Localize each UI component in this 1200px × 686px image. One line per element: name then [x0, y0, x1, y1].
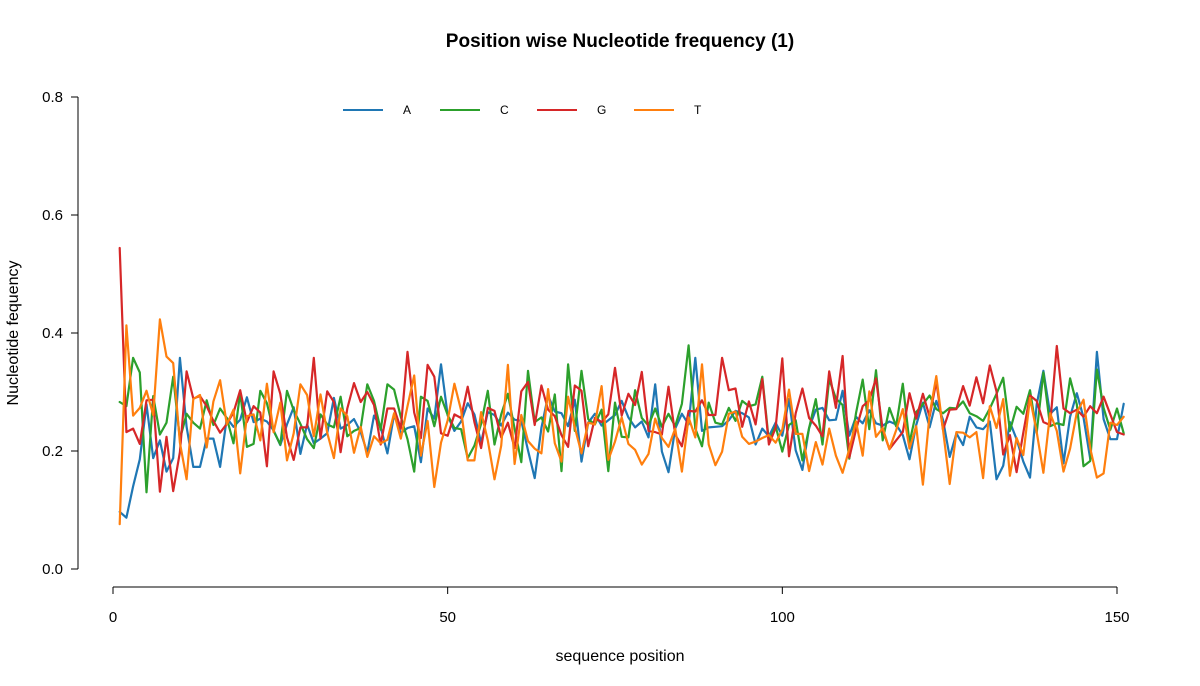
y-tick-label: 0.6 [42, 207, 63, 224]
x-tick-label: 150 [1104, 609, 1129, 626]
legend-label-a: A [403, 103, 411, 117]
legend-label-g: G [597, 103, 606, 117]
x-axis-label: sequence position [556, 648, 685, 665]
y-axis-label: Nucleotide fequency [5, 261, 22, 406]
axes: 0.0 0.2 0.4 0.6 0.8 0 50 100 150 [42, 89, 1129, 626]
legend-label-c: C [500, 103, 509, 117]
y-tick-label: 0.0 [42, 561, 63, 578]
x-tick-label: 0 [109, 609, 117, 626]
y-tick-label: 0.8 [42, 89, 63, 106]
y-tick-label: 0.4 [42, 325, 63, 342]
series-line-t [118, 318, 1125, 526]
series-line-g [118, 246, 1125, 493]
series-lines [118, 246, 1125, 526]
x-tick-label: 100 [770, 609, 795, 626]
legend-label-t: T [694, 103, 702, 117]
y-tick-label: 0.2 [42, 443, 63, 460]
chart-title: Position wise Nucleotide frequency (1) [446, 31, 794, 52]
x-tick-label: 50 [439, 609, 456, 626]
